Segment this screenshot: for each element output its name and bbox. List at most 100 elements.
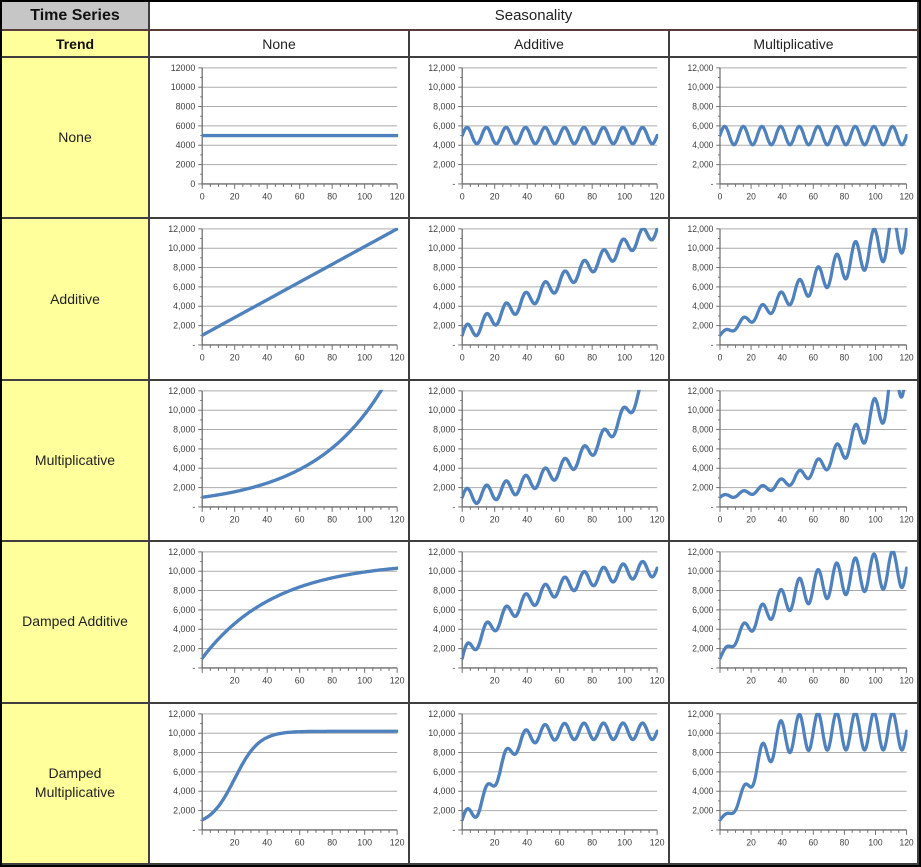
y-tick-label: 12,000 [428, 224, 455, 234]
y-tick-label: 4000 [176, 140, 196, 150]
data-series-line [202, 389, 384, 499]
line-chart: - 2,000 4,000 6,000 8,000 10,000 12,000 20 40 60 8… [687, 708, 913, 847]
y-tick-label: 10,000 [428, 728, 455, 738]
x-tick-label: 20 [490, 514, 500, 524]
line-chart: - 2,000 4,000 6,000 8,000 10,000 12,000 0 20 40 60… [428, 386, 664, 525]
y-tick-label: 4,000 [433, 302, 455, 312]
x-tick-label: 40 [522, 353, 532, 363]
y-tick-label: 10,000 [168, 244, 195, 254]
y-tick-label: 10,000 [428, 244, 455, 254]
x-tick-label: 120 [390, 353, 405, 363]
chart-cell-none-trend-multiplicative-seasonality: - 2,000 4,000 6,000 8,000 10,000 12,000 0 20 40 60… [670, 58, 919, 220]
line-chart: - 2,000 4,000 6,000 8,000 10,000 12,000 20 40 60 8… [428, 547, 665, 686]
x-tick-label: 80 [327, 353, 337, 363]
y-tick-label: 2,000 [433, 321, 455, 331]
x-tick-label: 20 [230, 676, 240, 686]
y-tick-label: 6,000 [433, 766, 455, 776]
x-tick-label: 60 [295, 192, 305, 202]
y-tick-label: - [192, 824, 195, 834]
chart-cell-multiplicative-trend-none-seasonality: - 2,000 4,000 6,000 8,000 10,000 12,000 0 20 40 60… [150, 380, 410, 543]
x-tick-label: 40 [262, 192, 272, 202]
data-series-line [720, 124, 908, 147]
row-header-damped-additive: Damped Additive [2, 542, 150, 704]
y-tick-label: 12,000 [168, 708, 195, 718]
x-tick-label: 100 [868, 353, 882, 363]
y-tick-label: 10,000 [687, 243, 713, 253]
y-tick-label: 2,000 [173, 321, 195, 331]
y-tick-label: 2,000 [692, 159, 713, 169]
x-tick-label: 60 [555, 192, 565, 202]
y-tick-label: 8,000 [173, 747, 195, 757]
x-tick-label: 80 [840, 676, 850, 686]
line-chart: - 2,000 4,000 6,000 8,000 10,000 12,000 0 20 40 60… [168, 386, 405, 525]
line-chart: - 2,000 4,000 6,000 8,000 10,000 12,000 20 40 60 8… [168, 708, 404, 847]
x-tick-label: 20 [746, 353, 756, 363]
y-tick-label: - [711, 179, 714, 189]
y-tick-label: 10,000 [687, 405, 713, 415]
y-tick-label: 0 [190, 179, 195, 189]
y-tick-label: 4,000 [692, 140, 713, 150]
y-tick-label: 4,000 [692, 624, 713, 634]
x-tick-label: 100 [617, 837, 632, 847]
y-tick-label: 12,000 [687, 385, 713, 395]
line-chart: - 2,000 4,000 6,000 8,000 10,000 12,000 0 20 40 60… [687, 385, 913, 524]
x-tick-label: 120 [650, 676, 665, 686]
trend-group-header: Trend [2, 31, 150, 58]
data-series-line [202, 566, 399, 661]
x-tick-label: 20 [230, 353, 240, 363]
y-tick-label: 8,000 [692, 586, 713, 596]
data-series-line [462, 720, 659, 822]
y-tick-label: - [452, 502, 455, 512]
y-tick-label: 10,000 [687, 566, 713, 576]
x-tick-label: 20 [230, 514, 240, 524]
y-tick-label: 12000 [171, 63, 196, 73]
x-tick-label: 40 [522, 192, 532, 202]
x-tick-label: 40 [522, 676, 532, 686]
y-tick-label: 2,000 [433, 805, 455, 815]
x-tick-label: 80 [587, 514, 597, 524]
y-tick-label: 8,000 [433, 101, 455, 111]
x-tick-label: 60 [295, 837, 305, 847]
y-tick-label: 8,000 [433, 747, 455, 757]
y-tick-label: 12,000 [687, 63, 713, 73]
col-header-none: None [150, 31, 410, 58]
y-tick-label: 10,000 [428, 82, 455, 92]
row-header-additive: Additive [2, 219, 150, 381]
x-tick-label: 80 [327, 837, 337, 847]
y-tick-label: 4,000 [173, 786, 195, 796]
corner-title: Time Series [2, 2, 150, 31]
x-tick-label: 40 [777, 353, 787, 363]
data-series-line [202, 729, 399, 822]
x-tick-label: 120 [650, 353, 665, 363]
y-tick-label: 12,000 [168, 547, 195, 557]
x-tick-label: 80 [840, 353, 850, 363]
x-tick-label: 0 [200, 353, 205, 363]
y-tick-label: 2,000 [692, 644, 713, 654]
x-tick-label: 100 [617, 353, 632, 363]
y-tick-label: - [452, 340, 455, 350]
line-chart: - 2,000 4,000 6,000 8,000 10,000 12,000 0 20 40 60… [428, 63, 664, 202]
y-tick-label: 6,000 [173, 605, 195, 615]
x-tick-label: 120 [390, 514, 405, 524]
y-tick-label: 10,000 [168, 566, 195, 576]
y-tick-label: 8,000 [433, 424, 455, 434]
x-tick-label: 20 [490, 353, 500, 363]
x-tick-label: 120 [650, 837, 665, 847]
y-tick-label: - [452, 179, 455, 189]
col-header-label: Multiplicative [753, 35, 834, 52]
data-series-line [720, 389, 906, 499]
x-tick-label: 20 [746, 676, 756, 686]
row-header-none: None [2, 58, 150, 220]
x-tick-label: 40 [262, 514, 272, 524]
x-tick-label: 60 [295, 676, 305, 686]
x-tick-label: 40 [777, 676, 787, 686]
y-tick-label: - [452, 663, 455, 673]
x-tick-label: 60 [809, 837, 819, 847]
x-tick-label: 60 [555, 514, 565, 524]
x-tick-label: 0 [718, 191, 723, 201]
y-tick-label: 10,000 [168, 728, 195, 738]
x-tick-label: 100 [868, 837, 882, 847]
y-tick-label: - [452, 824, 455, 834]
seasonality-group-header: Seasonality [150, 2, 919, 31]
x-tick-label: 80 [587, 192, 597, 202]
